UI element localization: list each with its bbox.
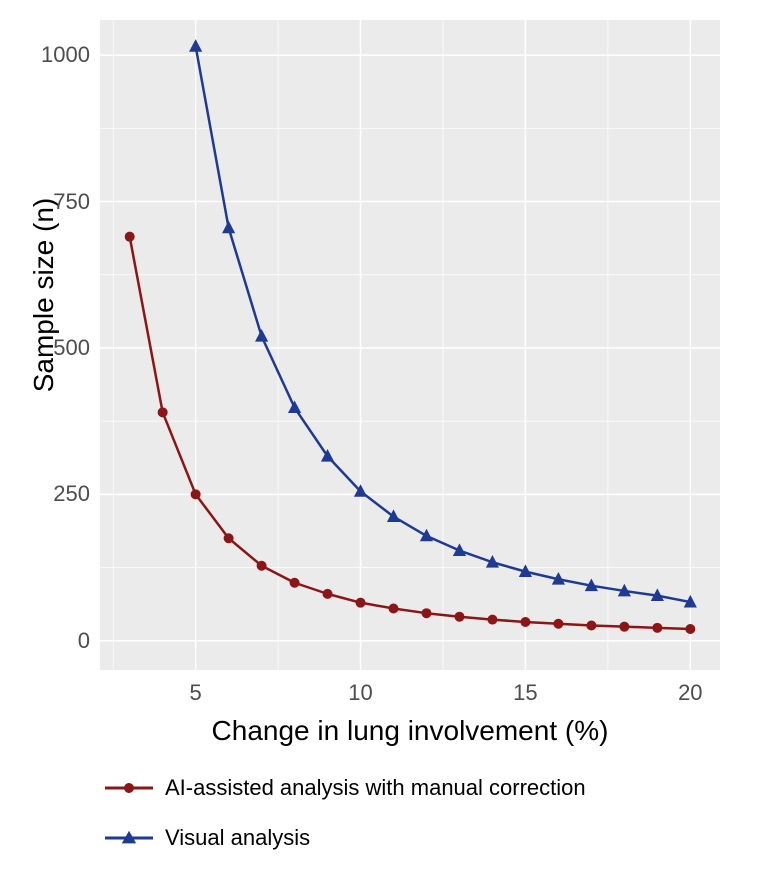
x-tick-label: 20 xyxy=(665,680,715,706)
plot-svg xyxy=(100,20,720,670)
x-tick-label: 10 xyxy=(336,680,386,706)
legend-swatch xyxy=(105,826,153,850)
legend-swatch xyxy=(105,776,153,800)
legend: AI-assisted analysis with manual correct… xyxy=(105,775,586,851)
circle-icon xyxy=(124,783,134,793)
plot-area xyxy=(100,20,720,670)
sample-size-chart: Sample size (n) Change in lung involveme… xyxy=(0,0,762,879)
triangle-icon xyxy=(122,831,136,845)
y-tick-label: 1000 xyxy=(25,42,90,68)
x-axis-label: Change in lung involvement (%) xyxy=(210,715,610,747)
x-tick-label: 15 xyxy=(500,680,550,706)
y-tick-label: 500 xyxy=(25,335,90,361)
legend-item: AI-assisted analysis with manual correct… xyxy=(105,775,586,801)
y-tick-label: 250 xyxy=(25,481,90,507)
x-tick-label: 5 xyxy=(171,680,221,706)
legend-item: Visual analysis xyxy=(105,825,586,851)
y-tick-label: 0 xyxy=(25,628,90,654)
legend-label: AI-assisted analysis with manual correct… xyxy=(165,775,586,801)
y-tick-label: 750 xyxy=(25,189,90,215)
legend-label: Visual analysis xyxy=(165,825,310,851)
